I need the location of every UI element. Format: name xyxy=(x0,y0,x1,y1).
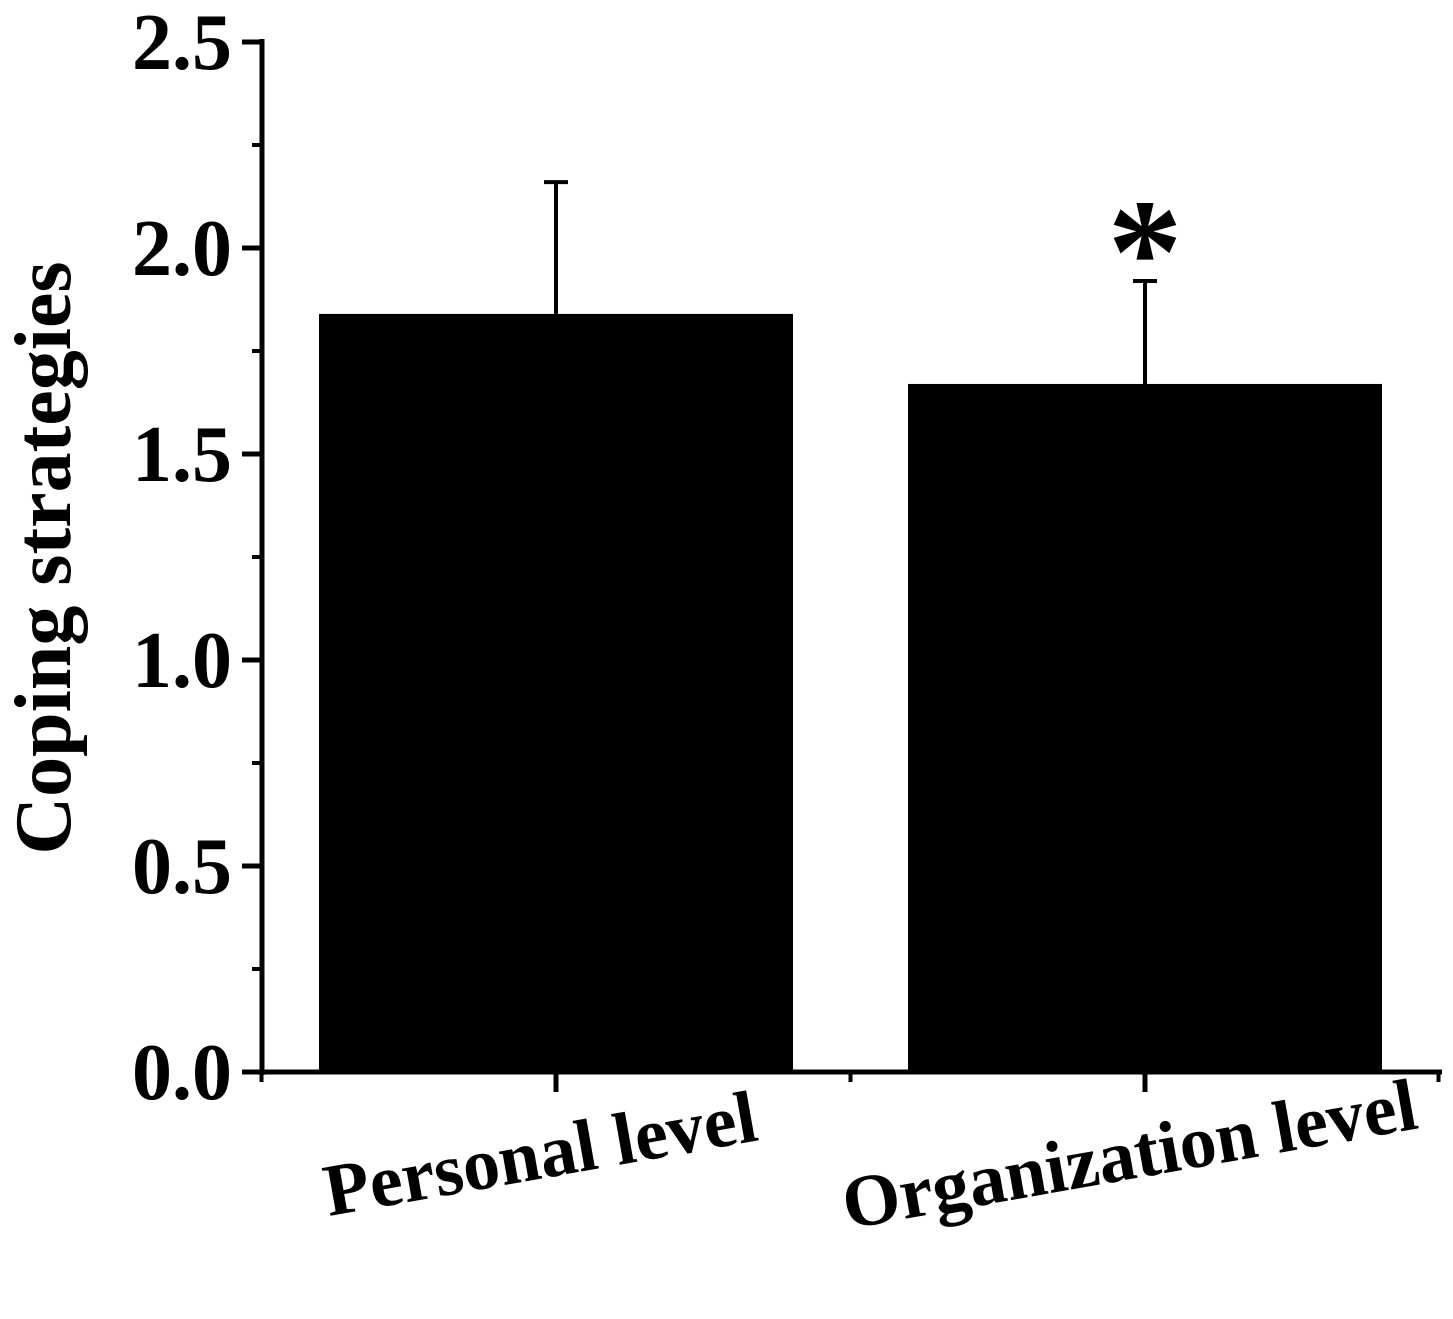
y-ticks-layer: 0.0 0.5 1.0 1.5 2.0 2.5 xyxy=(132,0,262,1117)
y-tick-label: 0.0 xyxy=(132,1029,232,1117)
y-axis-title: Coping strategies xyxy=(0,261,88,854)
x-labels-layer: Personal level Organization level xyxy=(318,1064,1423,1246)
y-tick-label: 1.5 xyxy=(132,411,232,499)
x-category-label: Organization level xyxy=(836,1064,1423,1246)
y-tick-label: 0.5 xyxy=(132,823,232,911)
annotations-layer: * xyxy=(1108,169,1183,335)
x-category-label: Personal level xyxy=(318,1076,763,1233)
bar-organization-level xyxy=(908,383,1382,1073)
bar-personal-level xyxy=(319,313,793,1072)
error-bars-layer xyxy=(544,180,1157,384)
bars-layer xyxy=(319,313,1382,1073)
y-tick-label: 2.5 xyxy=(132,0,232,87)
y-axis-title-group: Coping strategies xyxy=(0,261,88,854)
significance-marker: * xyxy=(1108,169,1183,335)
y-tick-label: 2.0 xyxy=(132,205,232,293)
y-tick-label: 1.0 xyxy=(132,617,232,705)
